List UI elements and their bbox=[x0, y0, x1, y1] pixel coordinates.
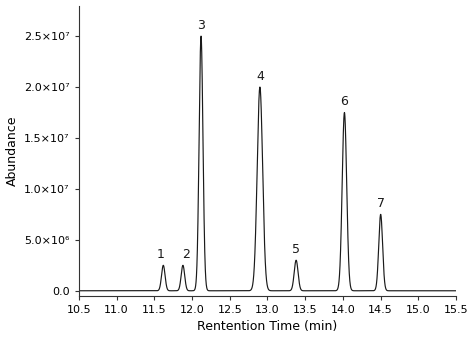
Text: 5: 5 bbox=[292, 243, 300, 256]
Text: 7: 7 bbox=[377, 197, 385, 210]
Text: 1: 1 bbox=[156, 248, 164, 261]
Text: 3: 3 bbox=[197, 19, 205, 32]
Text: 4: 4 bbox=[256, 70, 264, 83]
X-axis label: Rentention Time (min): Rentention Time (min) bbox=[197, 320, 337, 334]
Y-axis label: Abundance: Abundance bbox=[6, 116, 18, 186]
Text: 6: 6 bbox=[340, 96, 348, 108]
Text: 2: 2 bbox=[182, 248, 190, 261]
